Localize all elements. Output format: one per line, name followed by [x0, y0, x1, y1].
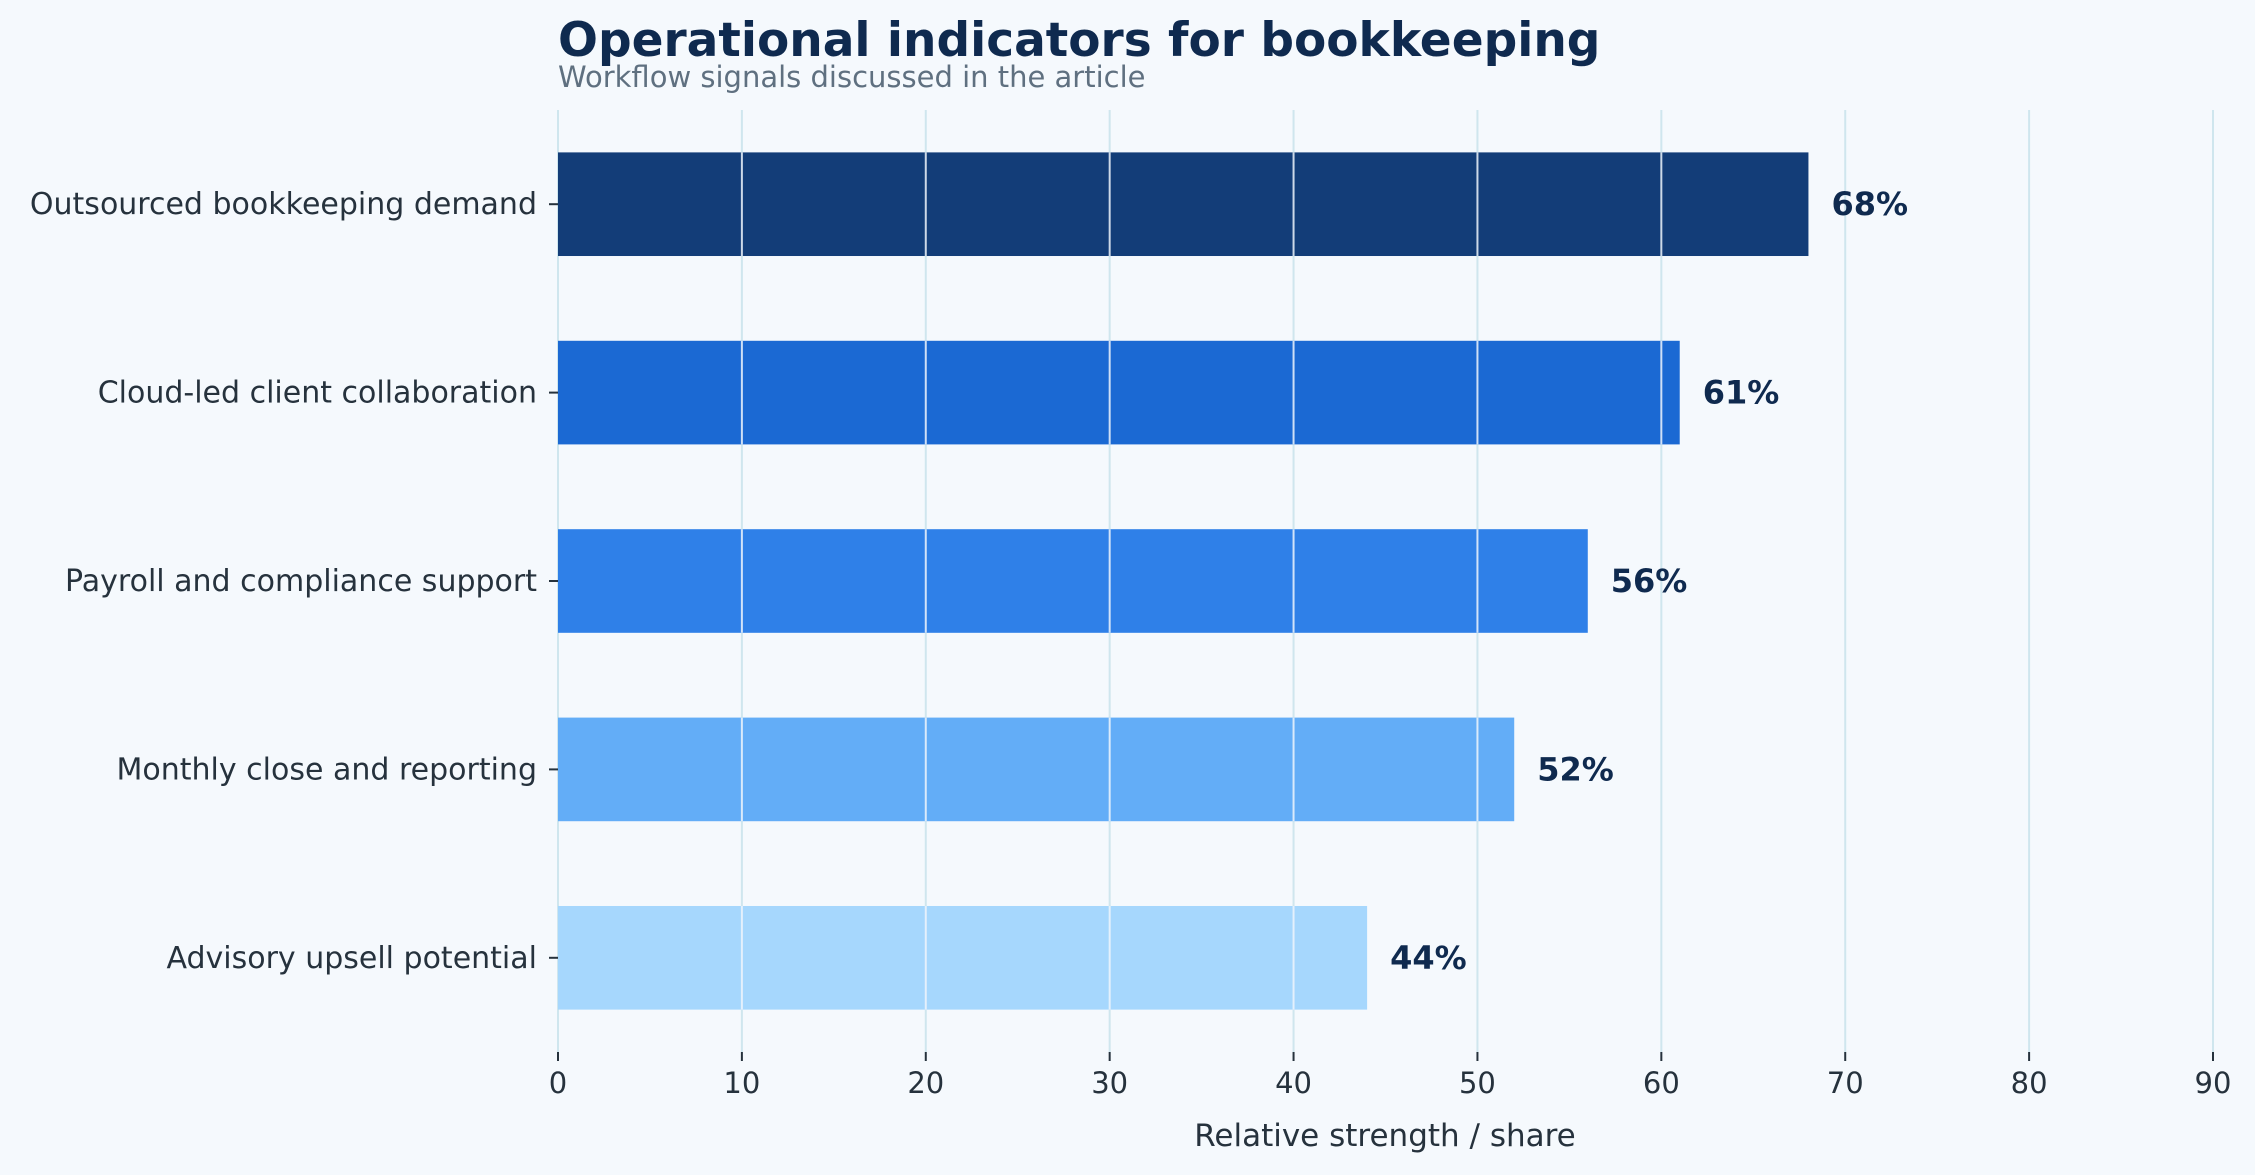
data-label: 61% — [1703, 374, 1780, 412]
bar — [558, 340, 1680, 445]
value-labels: 68% 61% 56% 52% 44% — [1390, 185, 1908, 977]
category-label: Cloud-led client collaboration — [98, 376, 537, 411]
x-tick-label: 80 — [2011, 1066, 2048, 1100]
x-axis-ticks: 0 10 20 30 40 50 60 70 80 90 — [549, 1052, 2232, 1100]
category-label: Monthly close and reporting — [117, 752, 537, 787]
x-axis-label: Relative strength / share — [1194, 1118, 1576, 1154]
data-label: 52% — [1537, 750, 1614, 788]
x-tick-label: 0 — [549, 1066, 567, 1100]
chart-subtitle: Workflow signals discussed in the articl… — [558, 60, 1146, 94]
bar — [558, 717, 1515, 822]
chart-title: Operational indicators for bookkeeping — [558, 13, 1600, 68]
x-tick-label: 60 — [1643, 1066, 1680, 1100]
bar — [558, 529, 1588, 633]
bar — [558, 905, 1368, 1010]
data-label: 56% — [1611, 562, 1688, 600]
x-tick-label: 10 — [723, 1066, 760, 1100]
bar — [558, 152, 1809, 257]
category-labels: Outsourced bookkeeping demand Cloud-led c… — [30, 187, 558, 976]
category-label: Outsourced bookkeeping demand — [30, 187, 537, 222]
bars — [558, 152, 1809, 1010]
bar-grid-overlay — [740, 152, 1663, 1010]
category-label: Advisory upsell potential — [166, 941, 537, 976]
x-tick-label: 20 — [907, 1066, 944, 1100]
data-label: 44% — [1390, 939, 1467, 977]
data-label: 68% — [1831, 185, 1908, 223]
x-tick-label: 50 — [1459, 1066, 1496, 1100]
x-tick-label: 30 — [1091, 1066, 1128, 1100]
x-tick-label: 40 — [1275, 1066, 1312, 1100]
x-tick-label: 70 — [1827, 1066, 1864, 1100]
x-tick-label: 90 — [2195, 1066, 2232, 1100]
category-label: Payroll and compliance support — [65, 564, 537, 599]
